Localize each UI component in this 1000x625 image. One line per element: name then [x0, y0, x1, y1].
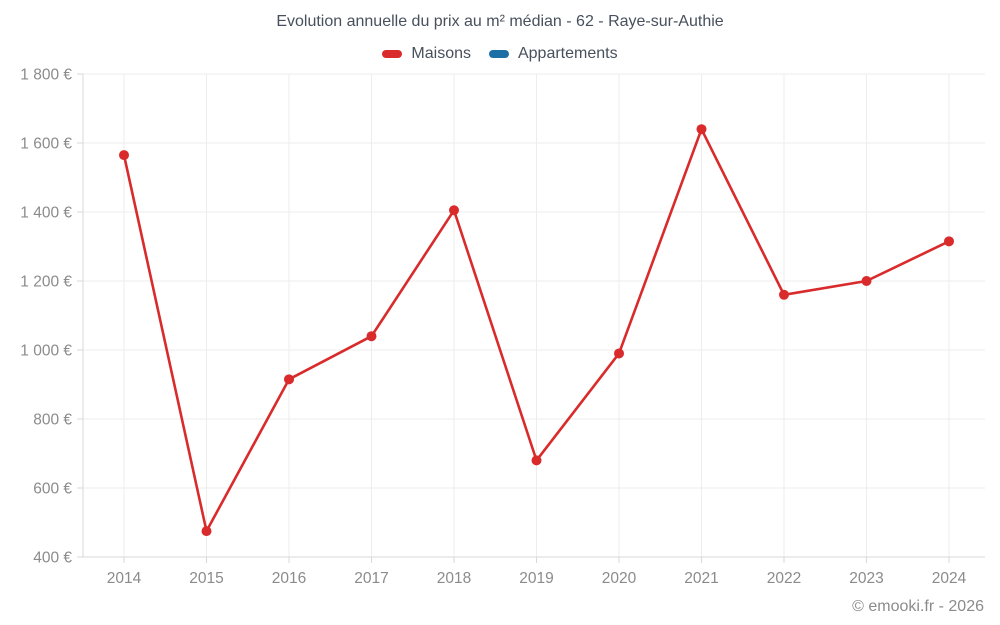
- x-axis-label: 2021: [684, 570, 718, 587]
- copyright-text: © emooki.fr - 2026: [852, 598, 984, 615]
- data-point-maisons-2024[interactable]: [944, 236, 954, 247]
- data-point-maisons-2022[interactable]: [779, 289, 789, 300]
- x-axis-label: 2022: [767, 570, 801, 587]
- y-axis-label: 600 €: [33, 481, 72, 498]
- x-axis-label: 2023: [849, 570, 883, 587]
- x-axis-label: 2016: [272, 570, 306, 587]
- y-axis-label: 1 400 €: [20, 205, 72, 222]
- x-axis-label: 2017: [354, 570, 388, 587]
- legend-item-appartements[interactable]: Appartements: [488, 45, 618, 63]
- y-axis-label: 1 200 €: [20, 274, 72, 291]
- data-point-maisons-2017[interactable]: [366, 331, 377, 342]
- chart-title: Evolution annuelle du prix au m² médian …: [276, 13, 724, 30]
- legend-label: Maisons: [411, 45, 471, 62]
- x-axis-label: 2014: [107, 570, 142, 587]
- data-point-maisons-2015[interactable]: [201, 526, 212, 537]
- x-axis-label: 2018: [437, 570, 471, 587]
- y-axis-label: 1 000 €: [20, 343, 72, 360]
- data-point-maisons-2023[interactable]: [861, 276, 872, 286]
- chart-legend: Maisons Appartements: [0, 45, 1000, 63]
- x-axis-label: 2020: [602, 570, 637, 587]
- legend-label: Appartements: [517, 45, 618, 62]
- data-point-maisons-2020[interactable]: [614, 348, 624, 359]
- legend-item-maisons[interactable]: Maisons: [382, 45, 471, 63]
- data-point-maisons-2019[interactable]: [531, 455, 542, 466]
- data-point-maisons-2016[interactable]: [284, 374, 294, 385]
- x-axis-label: 2015: [189, 570, 223, 587]
- maisons-legend-swatch-icon: [382, 50, 403, 58]
- y-axis-label: 400 €: [33, 550, 72, 567]
- data-point-maisons-2021[interactable]: [696, 124, 707, 135]
- y-axis-label: 800 €: [33, 412, 72, 429]
- data-point-maisons-2014[interactable]: [119, 150, 129, 161]
- y-axis-label: 1 600 €: [20, 136, 72, 153]
- data-point-maisons-2018[interactable]: [449, 205, 459, 216]
- y-axis-label: 1 800 €: [20, 67, 72, 84]
- x-axis-label: 2024: [932, 570, 967, 587]
- x-axis-label: 2019: [519, 570, 553, 587]
- appartements-legend-swatch-icon: [488, 50, 509, 58]
